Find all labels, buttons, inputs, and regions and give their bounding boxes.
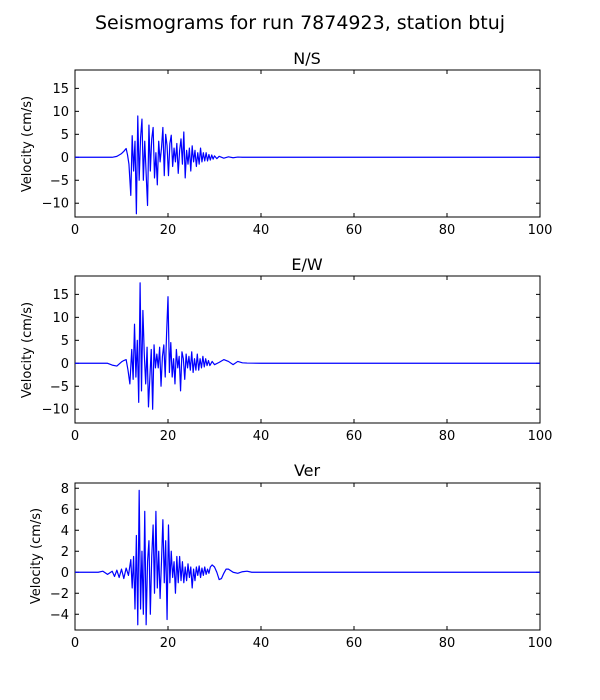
panel-ew-ytick-label: 10 [52,311,69,326]
panel-ns-ticks: 0 20 40 60 80 100 −10 −5 0 5 10 15 [42,70,553,238]
panel-ver-ytick-label: 2 [61,545,69,560]
panel-ver-xtick-label: 20 [160,636,177,651]
panel-ns-ytick-label: 15 [52,82,69,97]
panel-ver-ytick-label: 4 [61,524,69,539]
panel-ver: Ver Velocity (cm/s) 0 20 40 60 80 100 −4 −2 0 2 4 6… [29,461,552,651]
panel-ns-ytick-label: −5 [50,174,69,189]
panel-ns-title: N/S [293,49,321,68]
panel-ver-ytick-label: 8 [61,482,69,497]
panel-ew-xtick-label: 80 [439,429,456,444]
panel-ew-ytick-label: −10 [42,403,69,418]
panel-ew-xtick-label: 0 [71,429,79,444]
panel-ew-trace [75,282,540,410]
panel-ns-xtick-label: 40 [253,223,270,238]
panel-ver-ytick-label: −4 [50,608,69,623]
panel-ew-xtick-label: 20 [160,429,177,444]
panel-ns-xtick-label: 80 [439,223,456,238]
panel-ns-trace [75,115,540,215]
panel-ns-frame [74,69,541,218]
panel-ew-ticks: 0 20 40 60 80 100 −10 −5 0 5 10 15 [42,276,553,444]
panel-ew-ytick-label: 15 [52,288,69,303]
panel-ver-ytick-label: 6 [61,503,69,518]
panel-ns-xtick-label: 20 [160,223,177,238]
figure-title: Seismograms for run 7874923, station btu… [95,12,505,34]
panel-ns-xtick-label: 0 [71,223,79,238]
panel-ew-ytick-label: −5 [50,380,69,395]
panel-ew-xtick-label: 100 [528,429,553,444]
panel-ver-ytick-label: 0 [61,566,69,581]
panel-ver-xtick-label: 80 [439,636,456,651]
panel-ver-xtick-label: 60 [346,636,363,651]
panel-ns-xtick-label: 60 [346,223,363,238]
panel-ew-ytick-label: 0 [61,357,69,372]
panel-ns-ytick-label: 10 [52,105,69,120]
panel-ns-ylabel: Velocity (cm/s) [20,96,35,192]
panel-ew-xtick-label: 60 [346,429,363,444]
panel-ew-ylabel: Velocity (cm/s) [20,302,35,398]
panel-ver-ytick-label: −2 [50,587,69,602]
panel-ns-xtick-label: 100 [528,223,553,238]
panel-ver-xtick-label: 0 [71,636,79,651]
panel-ew-title: E/W [291,255,323,274]
panel-ver-title: Ver [294,461,321,480]
panel-ew-frame [74,275,541,424]
panel-ver-ylabel: Velocity (cm/s) [29,508,44,604]
panel-ver-xtick-label: 100 [528,636,553,651]
panel-ns-ytick-label: −10 [42,197,69,212]
panel-ew: E/W Velocity (cm/s) 0 20 40 60 80 100 −10 −5 0 5 1… [20,255,552,444]
panel-ns: N/S Velocity (cm/s) 0 20 40 60 80 100 −10 −5 0 5 1… [20,49,552,238]
panel-ns-ytick-label: 5 [61,128,69,143]
panel-ew-xtick-label: 40 [253,429,270,444]
panel-ew-ytick-label: 5 [61,334,69,349]
panel-ver-ticks: 0 20 40 60 80 100 −4 −2 0 2 4 6 8 [50,482,553,651]
panel-ver-frame [74,482,541,631]
panel-ver-trace [75,489,540,626]
panel-ver-xtick-label: 40 [253,636,270,651]
panel-ns-ytick-label: 0 [61,151,69,166]
